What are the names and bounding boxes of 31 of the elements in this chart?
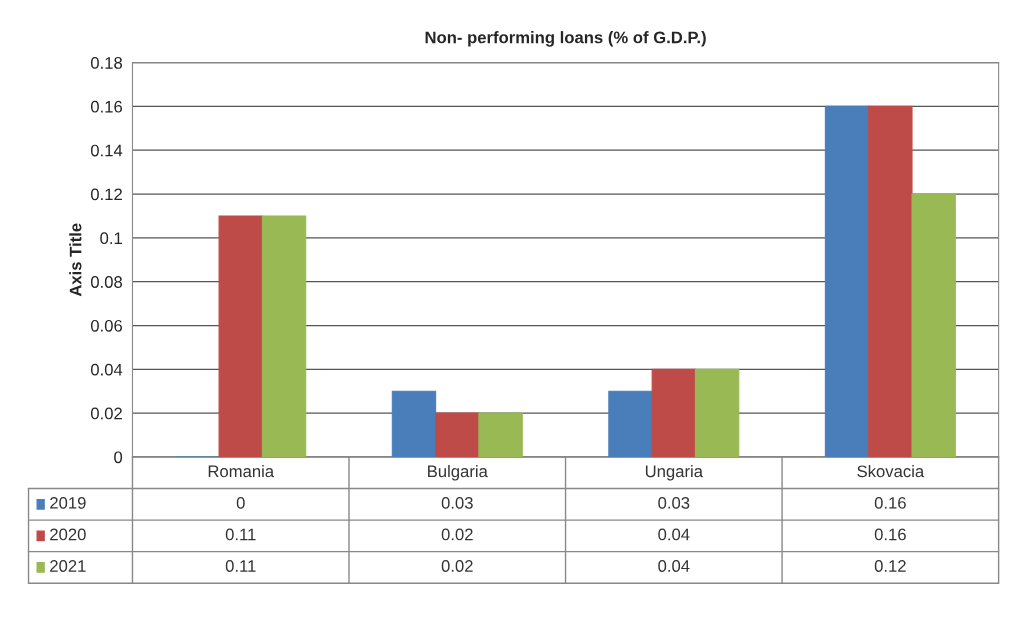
data-label: 0.04 [658, 528, 690, 541]
data-label: 0.16 [874, 528, 906, 541]
y-tick-label: 0.16 [90, 100, 123, 113]
legend-label: 2019 [50, 496, 86, 509]
y-tick-label: 0.06 [90, 319, 123, 332]
y-axis-title: Axis Title [69, 223, 82, 297]
data-label: 0 [236, 496, 245, 509]
data-label: 0.03 [658, 496, 690, 509]
y-tick-label: 0.04 [90, 363, 123, 376]
data-label: 0.11 [225, 560, 256, 572]
x-tick-label: Ungaria [645, 464, 703, 481]
x-tick-label: Skovacia [857, 464, 925, 478]
data-label: 0.02 [441, 560, 473, 572]
y-tick-label: 0.14 [90, 144, 123, 157]
data-label: 0.03 [441, 496, 473, 509]
data-label: 0.02 [441, 528, 473, 541]
legend-label: 2020 [50, 528, 86, 541]
y-tick-label: 0.02 [90, 407, 122, 420]
x-tick-label: Romania [208, 464, 275, 478]
chart-title: Non- performing loans (% of G.D.P.) [425, 31, 706, 47]
data-label: 0.16 [874, 496, 906, 509]
y-tick-label: 0.1 [100, 232, 122, 245]
data-label: 0.04 [658, 560, 690, 572]
x-tick-label: Bulgaria [428, 464, 488, 481]
data-label: 0.12 [874, 560, 906, 572]
y-tick-label: 0 [114, 451, 123, 464]
y-tick-label: 0.12 [90, 188, 122, 201]
data-label: 0.11 [225, 528, 256, 541]
y-tick-label: 0.18 [90, 57, 123, 69]
y-tick-label: 0.08 [90, 276, 123, 288]
legend-label: 2021 [50, 560, 86, 572]
